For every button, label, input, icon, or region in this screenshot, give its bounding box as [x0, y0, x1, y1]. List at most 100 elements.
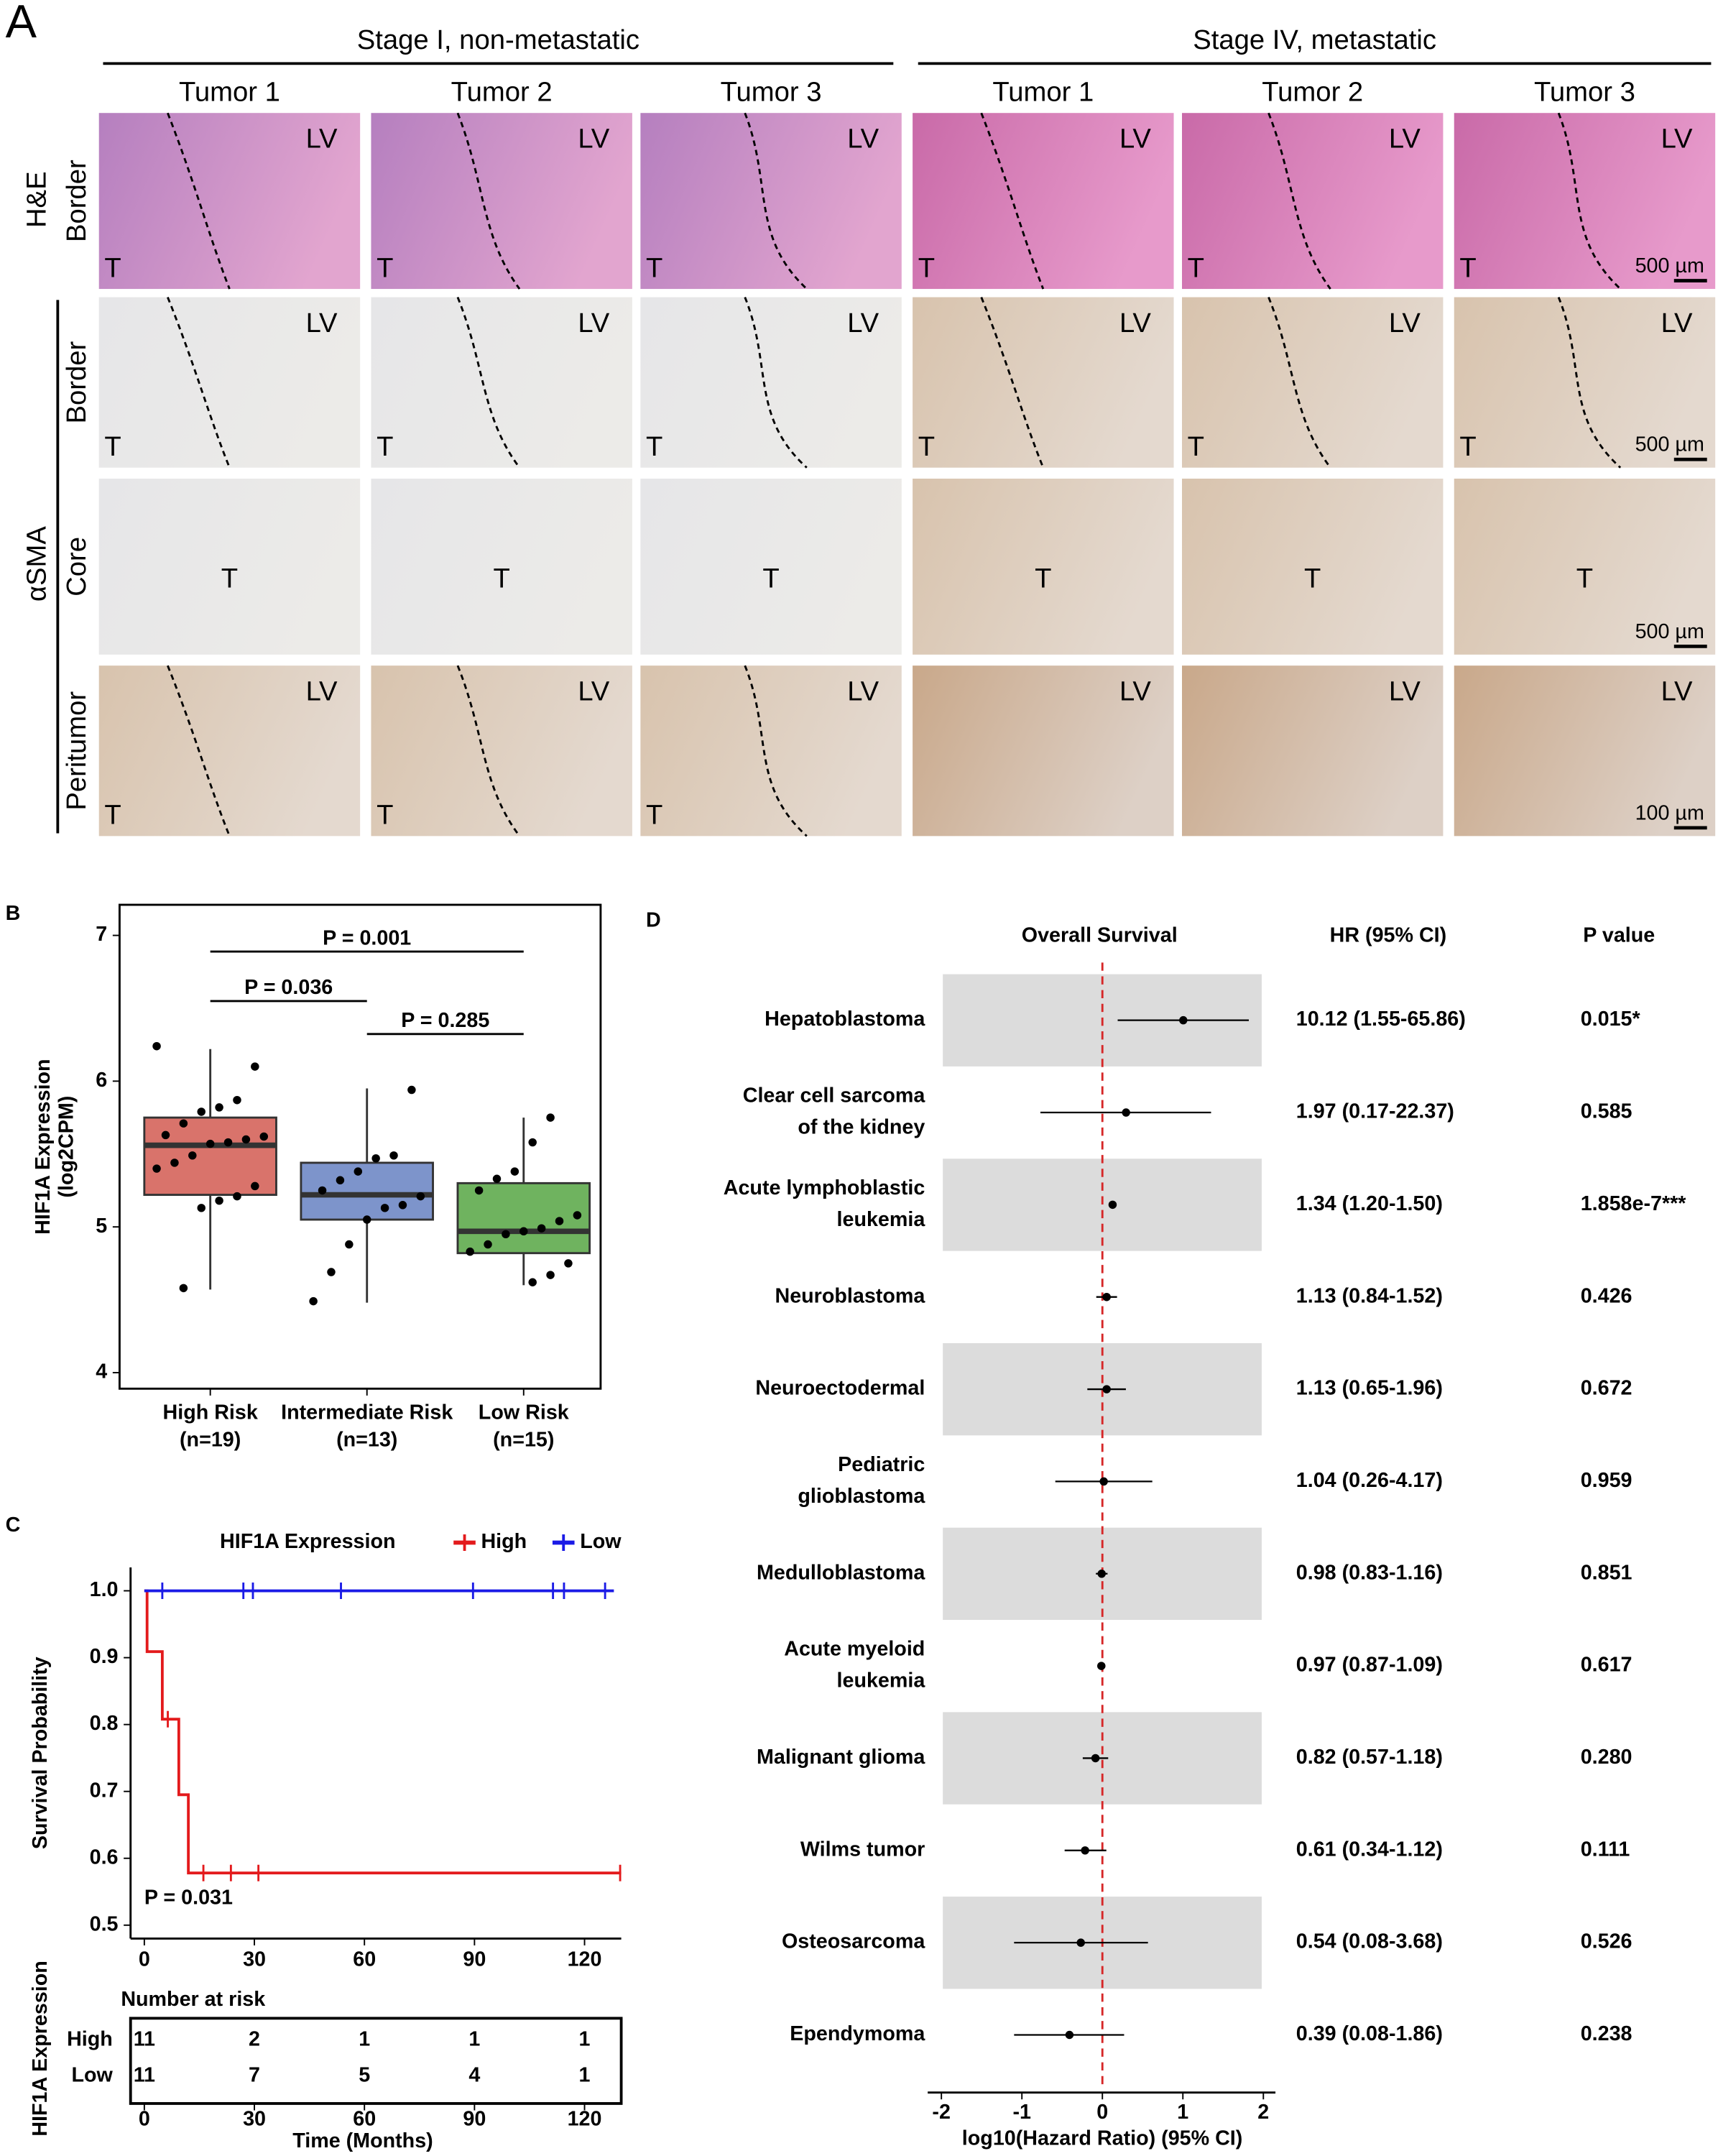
row-label: Malignant glioma — [757, 1746, 925, 1769]
tumor-border — [1267, 296, 1331, 469]
box — [456, 1181, 591, 1255]
data-point — [492, 1174, 502, 1183]
survival-curve — [144, 1589, 622, 1875]
risk-count: 4 — [468, 2063, 480, 2086]
hazard-ratio-point — [1122, 1108, 1130, 1117]
hazard-ratio-point — [1097, 1662, 1106, 1670]
tumor-label: T — [646, 800, 662, 831]
x-tick-label: 2 — [1257, 2101, 1269, 2124]
y-axis-label: Survival Probability — [29, 1657, 52, 1849]
x-tick-label: 60 — [353, 1948, 376, 1971]
column-header: Overall Survival — [1022, 924, 1178, 947]
data-point — [251, 1181, 259, 1191]
x-tick-label: 30 — [243, 1948, 266, 1971]
column-label: Tumor 1 — [179, 77, 280, 108]
data-point — [546, 1271, 555, 1279]
p-value: 0.426 — [1581, 1284, 1632, 1307]
data-point — [205, 1139, 215, 1148]
histology-tile — [1454, 297, 1716, 468]
x-tick-count: (n=15) — [493, 1429, 554, 1452]
data-point — [519, 1227, 528, 1236]
risk-row-label: High — [67, 2028, 113, 2051]
liver-label: LV — [1389, 676, 1421, 707]
y-tick-label: 0.6 — [90, 1846, 119, 1869]
data-point — [354, 1167, 363, 1176]
data-point — [466, 1247, 474, 1256]
data-point — [555, 1217, 564, 1225]
hazard-ratio-point — [1081, 1846, 1089, 1855]
tumor-border — [456, 665, 521, 837]
liver-label: LV — [1389, 308, 1421, 338]
hr-label: 0.39 (0.08-1.86) — [1296, 2022, 1443, 2045]
tumor-border — [744, 665, 808, 837]
tumor-label: T — [104, 800, 121, 831]
row-label: of the kidney — [798, 1116, 925, 1139]
tumor-border — [1557, 112, 1622, 290]
row-label: Ependymoma — [790, 2022, 925, 2045]
group-title: Stage IV, metastatic — [1193, 24, 1436, 55]
hr-label: 0.98 (0.83-1.16) — [1296, 1561, 1443, 1584]
y-tick-label: 0.9 — [90, 1645, 119, 1668]
x-tick-label: Intermediate Risk — [281, 1401, 453, 1424]
tumor-border — [1557, 296, 1622, 469]
y-tick-label: 5 — [96, 1215, 107, 1238]
hazard-ratio-point — [1108, 1200, 1117, 1210]
row-label: Wilms tumor — [800, 1838, 925, 1861]
data-point — [474, 1186, 484, 1195]
histology-tile — [98, 297, 361, 468]
histology-tile — [913, 113, 1174, 290]
column-header: P value — [1583, 924, 1655, 947]
data-point — [223, 1138, 233, 1147]
liver-label: LV — [1661, 124, 1693, 155]
risk-count: 5 — [359, 2063, 370, 2086]
tumor-border — [980, 112, 1045, 290]
data-point — [309, 1296, 318, 1306]
x-tick-label: 90 — [463, 2107, 486, 2130]
data-point — [502, 1230, 510, 1239]
tumor-label: T — [104, 431, 121, 462]
legend-label: Low — [580, 1530, 622, 1553]
data-point — [389, 1151, 398, 1160]
hazard-ratio-point — [1097, 1570, 1106, 1578]
column-label: Tumor 3 — [721, 77, 822, 108]
histology-tile — [640, 113, 902, 290]
panel-label: D — [646, 909, 661, 932]
data-point — [152, 1041, 161, 1051]
tumor-label: T — [646, 252, 662, 283]
p-value-label: P = 0.031 — [144, 1886, 233, 1909]
hr-label: 1.13 (0.65-1.96) — [1296, 1377, 1443, 1400]
p-value: 0.617 — [1581, 1654, 1632, 1677]
column-label: Tumor 1 — [992, 77, 1094, 108]
liver-label: LV — [306, 308, 338, 338]
data-point — [416, 1192, 425, 1201]
tumor-label: T — [1188, 252, 1204, 283]
histology-tile — [913, 297, 1174, 468]
data-point — [161, 1130, 170, 1140]
tumor-border — [167, 112, 231, 290]
y-axis-label: HIF1A Expression — [32, 1059, 55, 1234]
data-point — [371, 1154, 380, 1163]
y-axis-label: (log2CPM) — [55, 1096, 78, 1198]
tumor-border — [744, 296, 808, 469]
data-point — [380, 1204, 389, 1212]
histology-tile — [98, 113, 361, 290]
liver-label: LV — [847, 676, 879, 707]
liver-label: LV — [578, 124, 609, 155]
column-label: Tumor 2 — [451, 77, 553, 108]
region-label: Border — [61, 341, 92, 423]
histology-tile — [1182, 479, 1444, 655]
data-point — [336, 1176, 345, 1185]
risk-row-label: Low — [71, 2063, 113, 2086]
p-value: 0.111 — [1581, 1838, 1630, 1861]
hazard-ratio-point — [1179, 1015, 1188, 1025]
tumor-border — [980, 296, 1045, 469]
x-axis-label: log10(Hazard Ratio) (95% CI) — [962, 2127, 1243, 2150]
liver-label: LV — [578, 676, 609, 707]
data-point — [510, 1167, 519, 1176]
x-tick-label: -2 — [932, 2101, 951, 2124]
panel-c: C HIF1A Expression High Low 0.5 0.6 0.7 0.8 0.9 1… — [6, 1514, 623, 2152]
scale-bar-label: 500 µm — [1635, 433, 1704, 456]
hazard-ratio-point — [1099, 1477, 1108, 1486]
data-point — [241, 1135, 251, 1144]
y-tick-label: 7 — [96, 923, 107, 946]
